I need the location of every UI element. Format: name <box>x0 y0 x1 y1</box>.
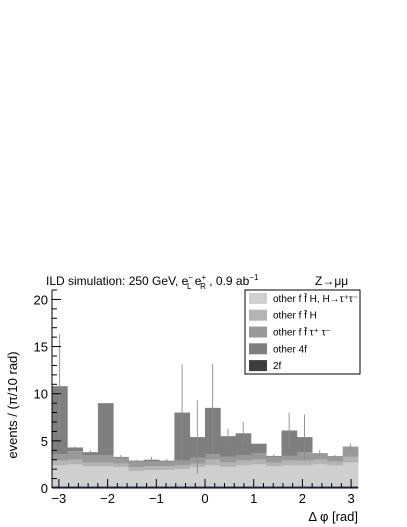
y-tick-label: 0 <box>41 481 48 496</box>
y-tick-label: 10 <box>34 387 48 402</box>
error-bars <box>59 334 351 474</box>
x-tick-label: 3 <box>347 491 354 506</box>
x-tick-label: −2 <box>100 491 115 506</box>
bar-3-17 <box>312 453 328 460</box>
x-axis-ticks: −3 −2 −1 0 1 2 3 <box>51 479 355 506</box>
y-axis-title: events / (π/10 rad) <box>5 351 20 458</box>
bar-1-11 <box>220 467 236 488</box>
legend-label: 2f <box>273 361 282 372</box>
bar-2-17 <box>312 459 328 465</box>
bar-1-0 <box>52 465 68 488</box>
chart-header-left: ILD simulation: 250 GeV, e− L e+ R , 0.9 a… <box>46 273 259 291</box>
bar-1-3 <box>97 466 114 488</box>
bar-3-5 <box>128 461 145 468</box>
chart-header-right: Z→μμ <box>315 274 348 288</box>
bar-2-1 <box>67 459 83 465</box>
x-tick-label: −3 <box>51 491 66 506</box>
bar-2-14 <box>266 462 282 467</box>
bar-2-6 <box>143 466 160 471</box>
legend-label: other f f̄ H <box>273 309 317 322</box>
bar-1-12 <box>235 465 252 488</box>
bar-3-14 <box>266 456 282 463</box>
bar-3-8 <box>174 460 191 466</box>
bar-1-4 <box>113 467 129 488</box>
bar-4-11 <box>220 436 236 457</box>
y-tick-label: 15 <box>34 340 48 355</box>
bar-3-19 <box>342 446 359 457</box>
bar-1-5 <box>128 471 145 488</box>
bar-2-5 <box>128 467 145 472</box>
bar-4-3 <box>97 403 114 455</box>
bar-3-1 <box>67 451 83 460</box>
bar-2-10 <box>205 459 221 466</box>
bar-3-15 <box>281 455 298 461</box>
bar-2-4 <box>113 463 129 468</box>
bar-3-12 <box>235 455 252 461</box>
y-tick-label: 5 <box>41 434 48 449</box>
bar-1-7 <box>159 470 175 488</box>
legend-swatch <box>249 309 267 321</box>
bar-1-14 <box>266 466 282 488</box>
bar-2-19 <box>342 456 359 463</box>
x-axis-title: Δ φ [rad] <box>308 509 358 524</box>
bar-2-0 <box>52 460 68 466</box>
bar-4-13 <box>250 443 267 454</box>
bar-3-18 <box>327 455 344 462</box>
bar-3-11 <box>220 456 236 463</box>
bar-1-19 <box>342 462 359 488</box>
bar-2-12 <box>235 460 252 466</box>
bar-3-0 <box>52 454 68 461</box>
bar-3-6 <box>143 461 160 467</box>
bar-2-2 <box>82 462 99 467</box>
bar-1-10 <box>205 465 221 488</box>
bar-2-3 <box>97 462 114 467</box>
x-tick-label: 2 <box>299 491 306 506</box>
bar-2-16 <box>296 460 313 466</box>
bar-2-18 <box>327 461 344 466</box>
bar-1-9 <box>189 467 206 488</box>
legend-swatch <box>249 360 267 372</box>
legend-swatch <box>249 292 267 304</box>
bar-1-17 <box>312 464 328 488</box>
bar-1-16 <box>296 465 313 488</box>
legend-swatch <box>249 343 267 355</box>
bar-3-13 <box>250 453 267 460</box>
legend: other f f̄ H, H→τ⁺τ⁻ other f f̄ H other f … <box>244 289 361 375</box>
bar-2-11 <box>220 462 236 468</box>
bar-2-15 <box>281 460 298 466</box>
bar-3-7 <box>159 461 175 467</box>
bar-2-13 <box>250 459 267 465</box>
legend-label: other f f̄ τ⁺ τ⁻ <box>273 326 331 339</box>
bar-4-1 <box>67 447 83 452</box>
bar-1-8 <box>174 469 191 488</box>
x-tick-label: −1 <box>149 491 164 506</box>
x-tick-label: 0 <box>201 491 208 506</box>
bar-3-10 <box>205 454 221 460</box>
bar-1-2 <box>82 466 99 488</box>
histogram-bars <box>52 386 359 488</box>
bar-3-4 <box>113 457 129 464</box>
x-tick-label: 1 <box>250 491 257 506</box>
y-axis-ticks: 0 5 10 15 20 <box>34 289 61 496</box>
bar-2-7 <box>159 466 175 471</box>
bar-2-8 <box>174 465 191 470</box>
legend-label: other f f̄ H, H→τ⁺τ⁻ <box>273 292 358 305</box>
legend-swatch <box>249 326 267 338</box>
y-tick-label: 20 <box>34 292 48 307</box>
legend-label: other 4f <box>273 344 307 355</box>
bar-1-15 <box>281 465 298 488</box>
bar-1-6 <box>143 470 160 488</box>
bar-3-2 <box>82 455 99 463</box>
bar-3-3 <box>97 455 114 463</box>
bar-1-13 <box>250 464 267 488</box>
bar-1-18 <box>327 465 344 488</box>
bar-1-1 <box>67 464 83 488</box>
